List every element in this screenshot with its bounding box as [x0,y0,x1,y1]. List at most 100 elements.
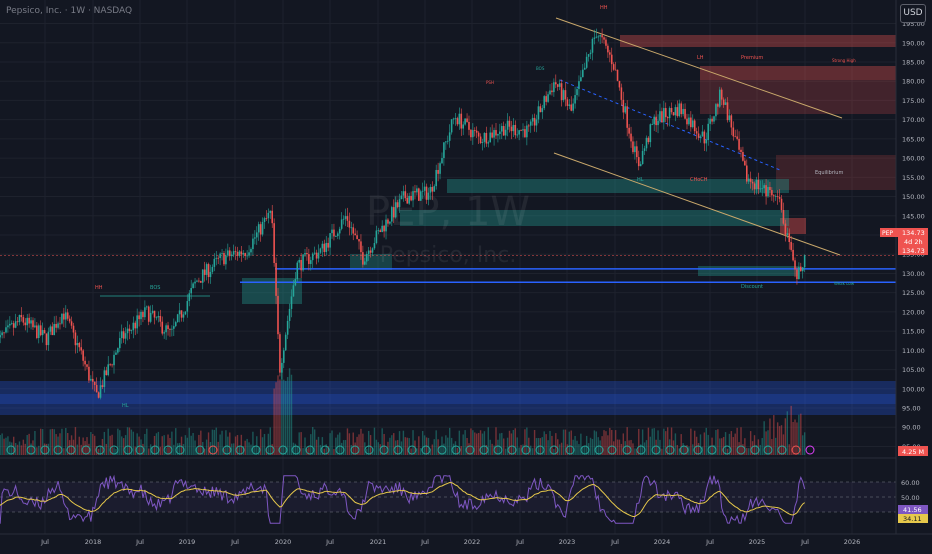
candle-body [643,148,646,151]
candle-body [705,139,708,144]
time-tick: Jul [610,538,619,546]
candle-body [149,312,152,322]
candle-body [32,320,34,328]
volume-bar [585,435,588,455]
candle-body [607,45,609,53]
candle-body [228,250,231,257]
candle-body [796,269,798,280]
currency-button[interactable]: USD [900,4,926,23]
earnings-marker [195,445,205,455]
volume-bar [53,429,55,455]
volume-bar [508,430,511,455]
candle-body [610,54,613,65]
volume-bar [298,432,300,455]
candle-body [12,323,15,328]
volume-bar [487,427,489,455]
volume-bar [63,448,65,455]
volume-bar [153,435,156,455]
volume-bar [211,429,214,455]
candle-body [520,130,522,132]
volume-bar [732,437,734,455]
volume-bar [373,427,376,455]
candle-body [90,378,92,381]
price-tick: 145.00 [902,212,925,220]
candle-body [371,248,374,253]
blue-zone-2 [0,394,896,404]
volume-bar [404,437,407,455]
volume-bar [130,429,133,455]
candle-body [690,117,692,128]
volume-bar [182,444,185,455]
volume-bar [558,444,561,455]
candle-body [282,350,285,363]
candle-body [396,202,399,208]
candle-body [36,325,38,339]
candle-body [568,104,571,106]
candle-body [70,321,73,326]
volume-bar [533,429,536,455]
price-tick: 100.00 [902,385,925,393]
earnings-marker [53,445,63,455]
volume-bar [396,440,399,455]
candle-body [487,142,490,144]
candle-body [402,191,405,196]
volume-bar [771,439,773,455]
candle-body [174,322,177,327]
candle-body [109,364,111,366]
candle-body [684,108,686,119]
volume-bar [358,434,360,455]
volume-bar [504,448,507,455]
volume-bar [196,447,198,455]
volume-bar [798,414,800,455]
volume-bar [780,425,783,455]
price-tick: 90.00 [902,424,921,432]
time-tick: 2024 [654,538,671,546]
candle-body [744,160,746,166]
volume-bar [802,435,804,455]
volume-bar [80,444,82,455]
volume-bar [439,446,441,455]
candle-body [97,392,100,398]
volume-bar [497,439,499,455]
price-axis[interactable]: 195.00 190.00 185.00 180.00 175.00 170.00 165.… [895,0,932,550]
volume-bar [622,433,625,455]
volume-bar [312,427,314,455]
candle-body [95,384,98,393]
candle-body [419,191,422,201]
demand-zone-1 [447,179,789,193]
candle-body [800,266,802,272]
candle-body [500,126,503,132]
volume-bar [14,442,17,455]
candle-body [661,111,663,123]
time-axis[interactable]: Jul 2018 Jul 2019 Jul 2020 Jul 2021 Jul 2022 Jul 20… [0,533,932,550]
volume-bar [122,438,125,455]
candle-body [248,252,250,256]
candle-body [200,281,202,283]
earnings-marker [479,445,489,455]
candle-body [512,124,515,132]
volume-bar [333,448,335,455]
candle-body [26,317,29,326]
volume-bar [410,448,412,455]
volume-bar [593,430,596,455]
earnings-marker [791,445,801,455]
candle-body [221,252,223,254]
candle-body [462,124,464,129]
candle-body [450,119,453,133]
volume-bar [354,442,356,455]
volume-bar [161,436,163,455]
volume-bar [346,428,349,455]
volume-bar [0,435,1,455]
candle-body [321,243,324,249]
time-tick: Jul [230,538,239,546]
volume-bar [95,446,98,455]
volume-bar [319,444,322,455]
volume-badge: 4.25 M [898,446,928,456]
volume-bar [790,405,792,455]
volume-bar [450,437,453,455]
volume-bar [3,438,5,455]
candle-body [720,89,723,100]
earnings-marker [565,445,575,455]
